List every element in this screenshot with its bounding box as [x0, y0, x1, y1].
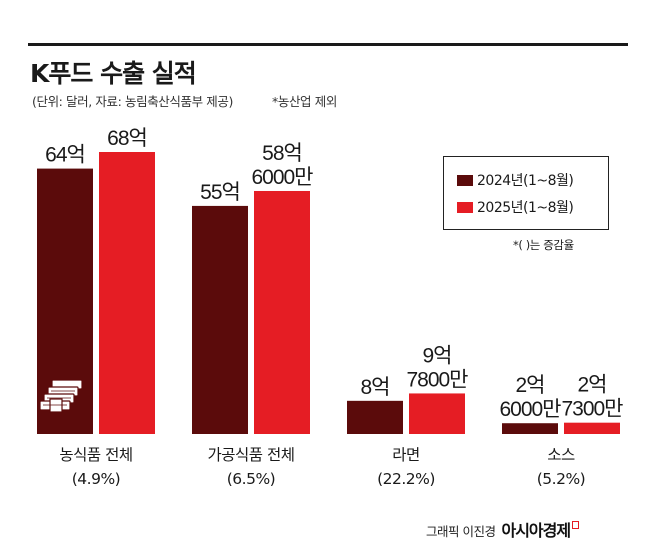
legend-label-2025: 2025년(1~8월) — [477, 200, 574, 216]
publisher-logo: 아시아경제 — [501, 521, 571, 540]
value-label-2025-4: 7300만 — [561, 398, 623, 421]
value-label-2025-2: 6000만 — [251, 166, 313, 189]
growth-rate-label-1: (4.9%) — [72, 470, 120, 488]
value-label-2024-4: 6000만 — [499, 398, 561, 421]
source-note: (단위: 달러, 자료: 농림축산식품부 제공) — [32, 94, 233, 109]
growth-rate-label-3: (22.2%) — [377, 470, 435, 488]
value-label-2025-4: 2억 — [578, 374, 607, 397]
value-label-2024-2: 55억 — [200, 181, 240, 204]
money-stack-icon — [39, 379, 83, 413]
bars-group — [37, 152, 620, 434]
bar-2024-3 — [347, 400, 403, 434]
category-label-1: 농식품 전체 — [59, 446, 132, 464]
value-label-2025-3: 7800만 — [406, 368, 468, 391]
bar-2025-4 — [564, 422, 620, 434]
legend: 2024년(1~8월) 2025년(1~8월) — [443, 156, 609, 230]
value-label-2024-4: 2억 — [516, 374, 545, 397]
value-label-2025-3: 9억 — [423, 344, 452, 367]
legend-swatch-2024 — [457, 174, 473, 186]
value-label-2024-1: 64억 — [45, 144, 85, 167]
bar-2024-2 — [192, 205, 248, 434]
legend-label-2024: 2024년(1~8월) — [477, 173, 574, 189]
credit: 그래픽 이진경 아시아경제 — [426, 517, 580, 541]
category-label-3: 라면 — [392, 446, 420, 464]
growth-rate-label-2: (6.5%) — [227, 470, 275, 488]
growth-rate-label-4: (5.2%) — [537, 470, 585, 488]
bar-2025-3 — [409, 393, 465, 434]
logo-mark-icon — [572, 521, 580, 529]
graphic-credit: 그래픽 이진경 — [426, 524, 496, 539]
bar-2025-1 — [99, 152, 155, 434]
legend-item-2025: 2025년(1~8월) — [457, 198, 574, 216]
chart-title: K푸드 수출 실적 — [30, 59, 197, 88]
value-label-2025-1: 68억 — [107, 127, 147, 150]
value-label-2024-3: 8억 — [361, 376, 390, 399]
category-label-2: 가공식품 전체 — [208, 446, 295, 464]
top-rule — [28, 43, 628, 46]
bar-2024-4 — [502, 423, 558, 434]
value-label-2025-2: 58억 — [262, 142, 302, 165]
exclusion-note: *농산업 제외 — [272, 94, 337, 109]
legend-item-2024: 2024년(1~8월) — [457, 171, 574, 189]
category-label-4: 소스 — [547, 446, 575, 464]
bar-2025-2 — [254, 190, 310, 434]
growth-rate-note: *( )는 증감율 — [513, 238, 574, 252]
category-labels-group: 농식품 전체 (4.9%) 가공식품 전체 (6.5%) 라면 (22.2%) 소스 (5.2… — [59, 446, 585, 488]
legend-swatch-2025 — [457, 201, 473, 213]
